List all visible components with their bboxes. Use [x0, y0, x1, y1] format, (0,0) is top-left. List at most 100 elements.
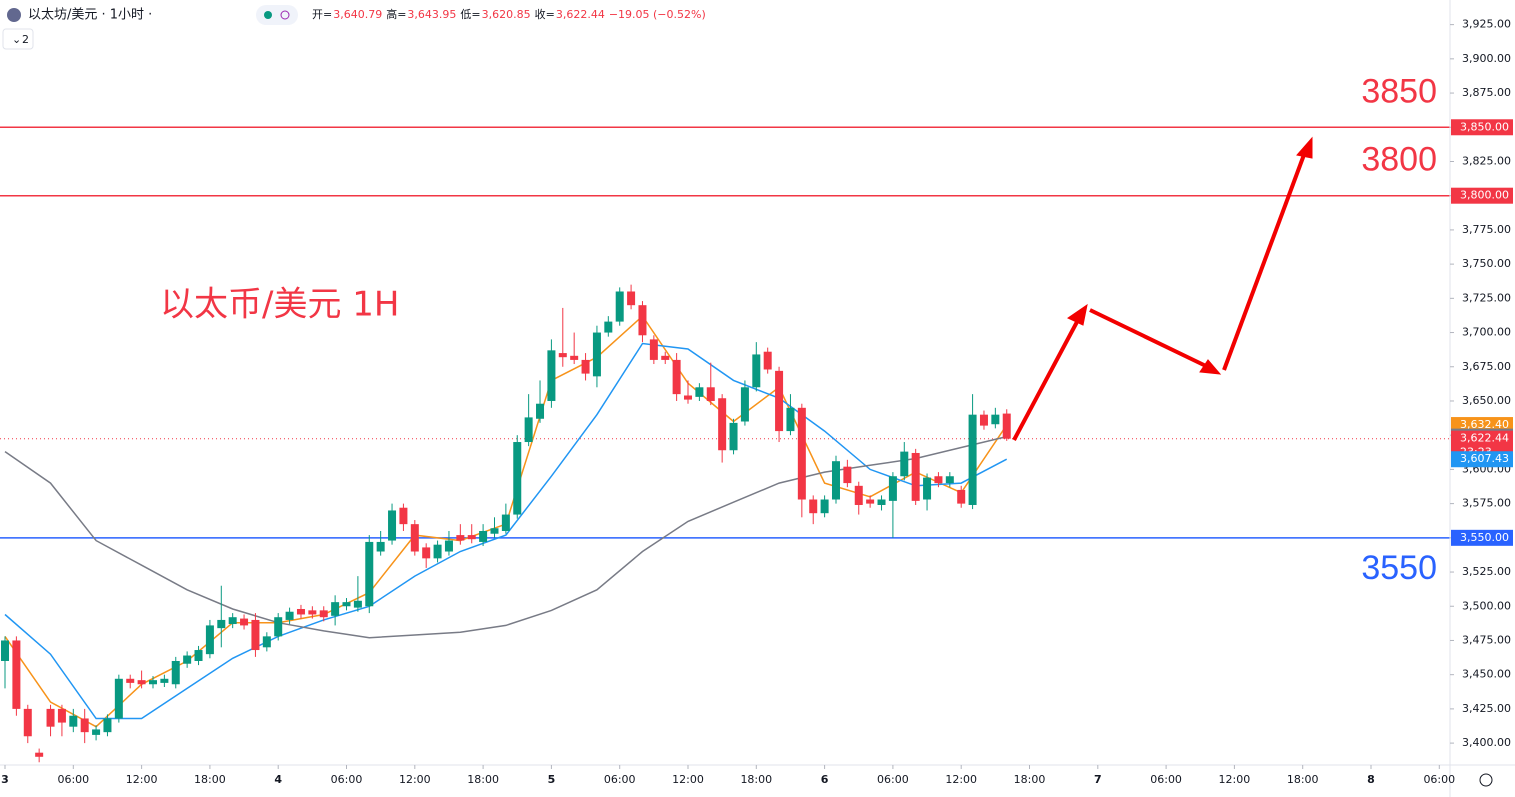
symbol-title[interactable]: 以太坊/美元 · 1小时 ·	[28, 8, 152, 23]
candle-body	[1002, 413, 1011, 439]
level-label: 3550	[1361, 549, 1437, 587]
x-tick-label: 3	[1, 773, 9, 786]
price-label-box	[1451, 119, 1513, 136]
x-tick-label: 12:00	[1219, 773, 1251, 786]
candle-body	[604, 321, 613, 333]
candle-body	[684, 395, 693, 400]
moving-average	[4, 342, 1008, 720]
arrow-shaft	[1012, 319, 1080, 441]
x-tick-label: 06:00	[1423, 773, 1455, 786]
candle-body	[558, 353, 567, 358]
y-tick-label: 3,875.00	[1462, 86, 1511, 99]
candle-body	[627, 291, 636, 306]
price-label: 3,800.00	[1460, 189, 1509, 202]
candle-body	[114, 678, 123, 719]
symbol-icon	[7, 8, 21, 22]
plot-area: 3850 3800 3550	[0, 72, 1450, 763]
ohlc-value: 3,620.85	[482, 8, 531, 21]
candle-body	[331, 602, 340, 616]
candle-body	[877, 499, 886, 505]
ohlc-value: 3,622.44	[556, 8, 605, 21]
candle-body	[706, 387, 715, 401]
candle-body	[69, 715, 78, 727]
x-tick-label: 12:00	[399, 773, 431, 786]
candle-body	[945, 476, 954, 484]
candle-body	[35, 752, 44, 757]
ohlc-label: 高=	[386, 7, 406, 21]
candle-body	[285, 611, 294, 620]
forecast-arrows	[1012, 136, 1313, 441]
ohlc-value: 3,640.79	[333, 8, 382, 21]
ohlc-label: 收=	[535, 7, 555, 21]
candle-body	[729, 422, 738, 451]
collapse-button[interactable]	[2, 28, 34, 50]
y-tick-label: 3,775.00	[1462, 223, 1511, 236]
candle-body	[444, 540, 453, 552]
candle-body	[205, 625, 214, 655]
candle-body	[968, 414, 977, 505]
candle-body	[513, 442, 522, 515]
candle-body	[592, 332, 601, 377]
x-tick-label: 18:00	[1014, 773, 1046, 786]
candle-body	[649, 339, 658, 360]
x-tick-label: 06:00	[331, 773, 363, 786]
indicator-toggle[interactable]	[256, 5, 298, 25]
candle-body	[353, 600, 362, 608]
candle-body	[194, 650, 203, 661]
level-label: 3850	[1361, 72, 1437, 110]
x-tick-label: 18:00	[467, 773, 499, 786]
candle-body	[410, 524, 419, 552]
candle-body	[934, 476, 943, 484]
candle-body	[456, 535, 465, 541]
x-tick-label: 4	[274, 773, 282, 786]
candle-body	[399, 507, 408, 525]
settings-button[interactable]	[1479, 773, 1493, 787]
y-tick-label: 3,400.00	[1462, 736, 1511, 749]
y-tick-label: 3,825.00	[1462, 154, 1511, 167]
candle-body	[775, 370, 784, 432]
candle-body	[672, 359, 681, 395]
arrow-shaft	[1089, 308, 1209, 369]
candle-body	[786, 407, 795, 432]
candle-body	[547, 350, 556, 401]
candle-body	[217, 619, 226, 629]
candle-body	[23, 708, 32, 737]
candle-body	[376, 541, 385, 552]
ohlc-label: 开=	[312, 8, 332, 21]
arrow-shaft	[1222, 151, 1307, 371]
candle-body	[342, 602, 351, 607]
candle-body	[979, 414, 988, 426]
x-tick-label: 12:00	[672, 773, 704, 786]
candle-body	[103, 718, 112, 733]
x-tick-label: 6	[821, 773, 829, 786]
candle-body	[957, 489, 966, 504]
x-tick-label: 18:00	[1287, 773, 1319, 786]
candle-body	[615, 291, 624, 322]
x-tick-label: 18:00	[740, 773, 772, 786]
candle-body	[467, 535, 476, 540]
candle-body	[809, 499, 818, 514]
x-tick-label: 06:00	[604, 773, 636, 786]
candle-body	[661, 355, 670, 360]
candle-body	[228, 617, 237, 625]
level-label: 3800	[1361, 141, 1437, 179]
candle-body	[854, 485, 863, 505]
arrow-head	[1199, 359, 1222, 375]
candle-body	[718, 398, 727, 451]
indicator-icon	[280, 10, 290, 20]
candle-body	[524, 417, 533, 443]
price-label-box	[1451, 187, 1513, 204]
collapse-icon: ⌄	[12, 33, 21, 46]
candle-body	[490, 528, 499, 534]
y-tick-label: 3,650.00	[1462, 394, 1511, 407]
candle-body	[695, 387, 704, 397]
candle-body	[388, 510, 397, 541]
ohlc-value: 3,643.95	[407, 8, 456, 21]
candle-body	[262, 636, 271, 648]
ohlc-change: −19.05 (−0.52%)	[609, 8, 706, 21]
x-tick-label: 12:00	[945, 773, 977, 786]
x-tick-label: 18:00	[194, 773, 226, 786]
candle-body	[900, 451, 909, 477]
